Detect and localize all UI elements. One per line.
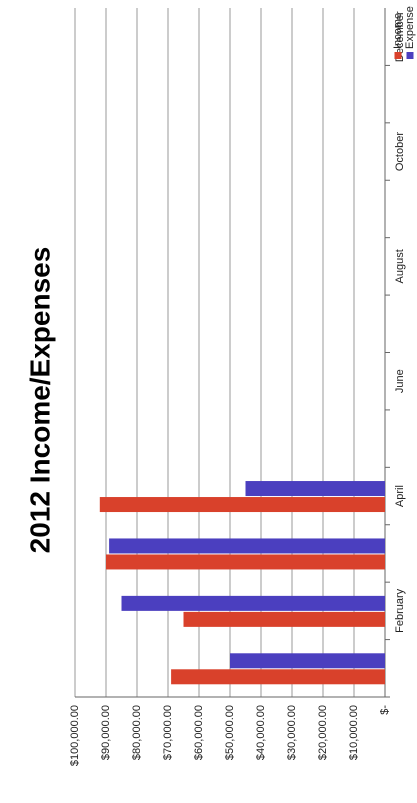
y-tick-label: $90,000.00 xyxy=(100,705,112,760)
y-tick-label: $40,000.00 xyxy=(255,705,267,760)
y-tick-label: $- xyxy=(379,705,391,715)
legend-swatch xyxy=(406,52,414,59)
bar xyxy=(109,538,385,554)
y-tick-label: $30,000.00 xyxy=(286,705,298,760)
bar xyxy=(183,611,385,627)
y-tick-label: $100,000.00 xyxy=(69,705,81,766)
x-tick-label: October xyxy=(394,132,406,171)
legend-label: Expense xyxy=(404,6,416,49)
rotated-chart: 2012 Income/Expenses $- $10,000.00 $20,000… xyxy=(24,6,416,766)
x-tick-label: August xyxy=(394,249,406,283)
legend-label: Income xyxy=(392,13,404,49)
y-tick-label: $80,000.00 xyxy=(131,705,143,760)
y-tick-label: $10,000.00 xyxy=(348,705,360,760)
y-tick-label: $20,000.00 xyxy=(317,705,329,760)
y-tick-label: $50,000.00 xyxy=(224,705,236,760)
bar xyxy=(230,653,385,669)
bar xyxy=(106,554,385,570)
y-tick-label: $70,000.00 xyxy=(162,705,174,760)
chart-title: 2012 Income/Expenses xyxy=(24,247,55,554)
bar xyxy=(121,595,385,611)
x-tick-label: April xyxy=(394,485,406,507)
bar xyxy=(245,481,385,497)
bar xyxy=(99,497,386,513)
x-tick-label: December xyxy=(394,11,406,62)
y-tick-label: $60,000.00 xyxy=(193,705,205,760)
x-tick-label: June xyxy=(394,369,406,393)
bar xyxy=(171,669,385,685)
x-tick-label: February xyxy=(394,588,406,633)
legend-swatch xyxy=(394,52,402,59)
